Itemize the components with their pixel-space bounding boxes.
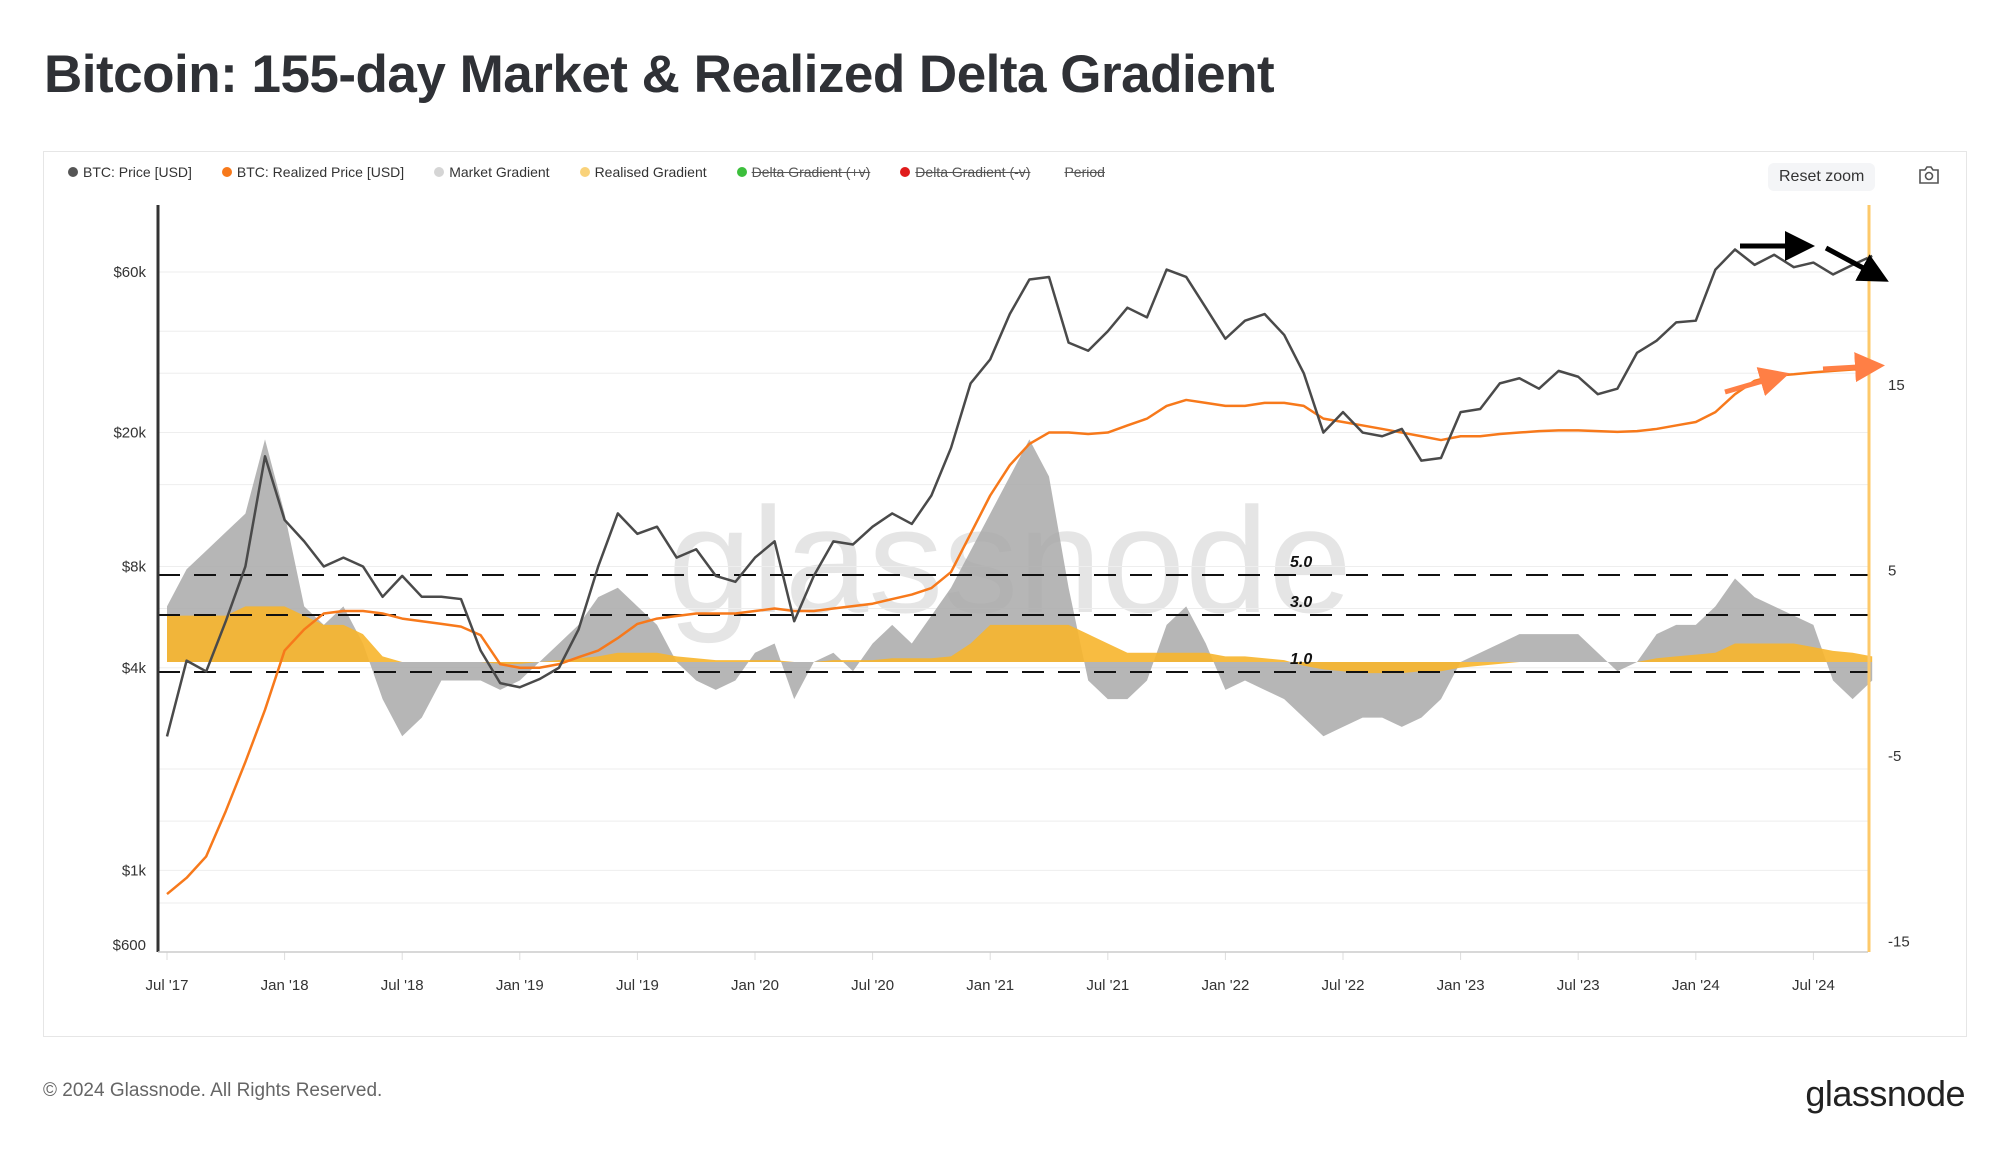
y-left-tick-label: $600 xyxy=(113,937,146,954)
btc-price-line xyxy=(165,248,1873,737)
x-tick-label: Jan '20 xyxy=(731,977,779,994)
legend-label: Realised Gradient xyxy=(594,164,707,180)
legend-item-realised-gradient[interactable]: Realised Gradient xyxy=(579,164,707,180)
y-left-tick-label: $1k xyxy=(122,862,147,879)
legend-label: Period xyxy=(1064,164,1105,180)
legend-label: Market Gradient xyxy=(449,164,550,180)
camera-icon[interactable] xyxy=(1918,166,1940,189)
legend: BTC: Price [USD] BTC: Realized Price [US… xyxy=(68,164,1105,180)
arrow-down-icon xyxy=(1824,245,1889,282)
market-gradient-area xyxy=(167,439,1873,737)
legend-item-period[interactable]: Period xyxy=(1060,164,1104,180)
copyright: © 2024 Glassnode. All Rights Reserved. xyxy=(43,1080,383,1101)
chart-frame xyxy=(43,151,1967,1037)
legend-item-market-gradient[interactable]: Market Gradient xyxy=(434,164,550,180)
x-tick-label: Jan '18 xyxy=(261,977,309,994)
threshold-lines: 5.0 3.0 1.0 xyxy=(158,554,1868,673)
y-right-tick-label: -5 xyxy=(1888,748,1901,765)
glassnode-logo: glassnode xyxy=(1805,1073,1965,1114)
legend-dot-icon xyxy=(900,167,911,177)
x-tick-label: Jan '23 xyxy=(1437,977,1485,994)
legend-label: BTC: Realized Price [USD] xyxy=(236,164,405,180)
page-title: Bitcoin: 155-day Market & Realized Delta… xyxy=(44,45,1275,104)
y-left-tick-label: $20k xyxy=(113,425,146,442)
threshold-label: 1.0 xyxy=(1290,651,1312,668)
axes: $60k $20k $8k $4k $1k $600 15 5 -5 -15 Jul '17 Jan … xyxy=(113,205,1910,994)
legend-dot-icon xyxy=(434,167,445,177)
price-lines xyxy=(165,248,1873,896)
annotation-arrows xyxy=(1724,231,1889,396)
legend-dot-icon xyxy=(579,167,590,177)
legend-item-price[interactable]: BTC: Price [USD] xyxy=(68,164,192,180)
x-tick-label: Jul '22 xyxy=(1322,977,1365,994)
y-left-tick-label: $8k xyxy=(122,558,147,575)
threshold-label: 5.0 xyxy=(1290,554,1312,571)
realized-price-line xyxy=(166,367,1873,896)
y-right-tick-label: 15 xyxy=(1888,377,1905,394)
realised-gradient-area xyxy=(167,606,1873,674)
x-tick-label: Jan '24 xyxy=(1672,977,1720,994)
legend-label: Delta Gradient (-v) xyxy=(915,164,1031,180)
legend-dot-icon xyxy=(68,167,78,177)
x-tick-label: Jul '23 xyxy=(1557,977,1600,994)
y-left-tick-label: $60k xyxy=(113,264,146,281)
y-left-tick-label: $4k xyxy=(122,660,147,677)
legend-label: BTC: Price [USD] xyxy=(83,164,192,180)
arrow-right-icon xyxy=(1822,352,1885,383)
y-right-tick-label: 5 xyxy=(1888,562,1896,579)
x-tick-label: Jan '22 xyxy=(1201,977,1249,994)
legend-dot-icon xyxy=(736,167,747,177)
threshold-label: 3.0 xyxy=(1290,594,1312,611)
legend-dot-icon xyxy=(221,167,232,177)
x-tick-label: Jul '21 xyxy=(1086,977,1129,994)
y-right-tick-label: -15 xyxy=(1888,933,1910,950)
gradient-areas xyxy=(167,439,1873,737)
legend-item-delta-positive[interactable]: Delta Gradient (+v) xyxy=(736,164,871,180)
x-tick-label: Jul '17 xyxy=(146,977,189,994)
x-tick-label: Jul '20 xyxy=(851,977,894,994)
x-tick-label: Jan '21 xyxy=(966,977,1014,994)
x-tick-label: Jan '19 xyxy=(496,977,544,994)
x-tick-label: Jul '24 xyxy=(1792,977,1835,994)
reset-zoom-button[interactable]: Reset zoom xyxy=(1768,163,1876,191)
x-tick-label: Jul '18 xyxy=(381,977,424,994)
arrow-up-icon xyxy=(1724,367,1790,396)
legend-item-realized-price[interactable]: BTC: Realized Price [USD] xyxy=(221,164,405,180)
x-tick-label: Jul '19 xyxy=(616,977,659,994)
legend-item-delta-negative[interactable]: Delta Gradient (-v) xyxy=(900,164,1030,180)
legend-label: Delta Gradient (+v) xyxy=(751,164,871,180)
